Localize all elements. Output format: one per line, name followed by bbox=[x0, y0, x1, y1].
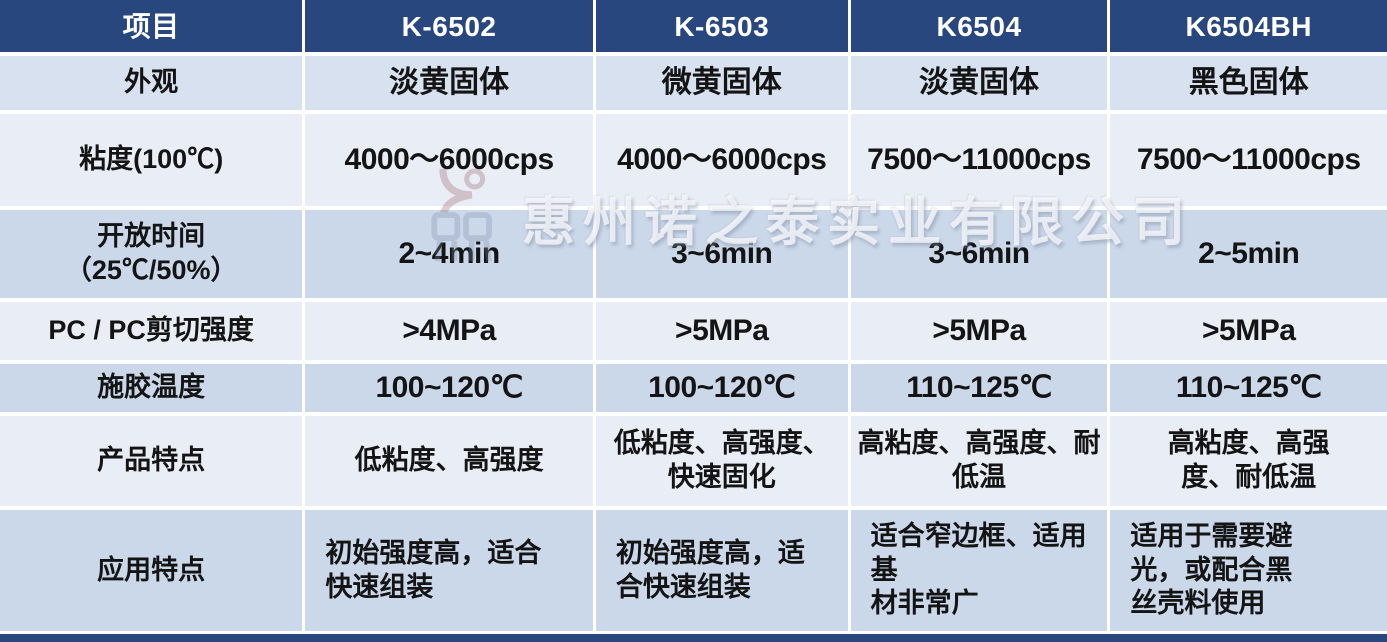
shear-strength-k6502: >4MPa bbox=[305, 302, 593, 360]
appearance-k6504bh: 黑色固体 bbox=[1110, 56, 1387, 110]
product-features-k6502: 低粘度、高强度 bbox=[305, 416, 593, 506]
open-time-k6504bh: 2~5min bbox=[1110, 210, 1387, 298]
row-label-product-features: 产品特点 bbox=[0, 416, 303, 506]
header-product-k6504: K6504 bbox=[850, 0, 1108, 52]
appearance-k6502: 淡黄固体 bbox=[305, 56, 593, 110]
viscosity-k6502: 4000～6000cps bbox=[305, 114, 593, 206]
row-label-application-features: 应用特点 bbox=[0, 510, 303, 631]
viscosity-k6503: 4000～6000cps bbox=[595, 114, 848, 206]
row-label-viscosity: 粘度(100℃) bbox=[0, 114, 303, 206]
application-features-k6502: 初始强度高，适合 快速组装 bbox=[305, 510, 593, 631]
application-features-k6504: 适合窄边框、适用基 材非常广 bbox=[850, 510, 1108, 631]
viscosity-k6504: 7500～11000cps bbox=[850, 114, 1108, 206]
appearance-k6504: 淡黄固体 bbox=[850, 56, 1108, 110]
header-product-k6502: K-6502 bbox=[305, 0, 593, 52]
table-bottom-border bbox=[0, 634, 1387, 642]
row-label-shear-strength: PC / PC剪切强度 bbox=[0, 302, 303, 360]
viscosity-k6504bh: 7500～11000cps bbox=[1110, 114, 1387, 206]
application-temperature-k6502: 100~120℃ bbox=[305, 364, 593, 412]
open-time-k6503: 3~6min bbox=[595, 210, 848, 298]
product-features-k6504bh: 高粘度、高强 度、耐低温 bbox=[1110, 416, 1387, 506]
shear-strength-k6503: >5MPa bbox=[595, 302, 848, 360]
appearance-k6503: 微黄固体 bbox=[595, 56, 848, 110]
header-item: 项目 bbox=[0, 0, 303, 52]
header-product-k6503: K-6503 bbox=[595, 0, 848, 52]
shear-strength-k6504bh: >5MPa bbox=[1110, 302, 1387, 360]
shear-strength-k6504: >5MPa bbox=[850, 302, 1108, 360]
product-features-k6503: 低粘度、高强度、 快速固化 bbox=[595, 416, 848, 506]
open-time-k6502: 2~4min bbox=[305, 210, 593, 298]
application-features-k6503: 初始强度高，适 合快速组装 bbox=[595, 510, 848, 631]
application-temperature-k6503: 100~120℃ bbox=[595, 364, 848, 412]
open-time-k6504: 3~6min bbox=[850, 210, 1108, 298]
header-product-k6504bh: K6504BH bbox=[1110, 0, 1387, 52]
application-temperature-k6504: 110~125℃ bbox=[850, 364, 1108, 412]
row-label-open-time: 开放时间 （25℃/50%） bbox=[0, 210, 303, 298]
product-features-k6504: 高粘度、高强度、耐 低温 bbox=[850, 416, 1108, 506]
application-features-k6504bh: 适用于需要避 光，或配合黑 丝壳料使用 bbox=[1110, 510, 1387, 631]
row-label-application-temperature: 施胶温度 bbox=[0, 364, 303, 412]
row-label-appearance: 外观 bbox=[0, 56, 303, 110]
application-temperature-k6504bh: 110~125℃ bbox=[1110, 364, 1387, 412]
